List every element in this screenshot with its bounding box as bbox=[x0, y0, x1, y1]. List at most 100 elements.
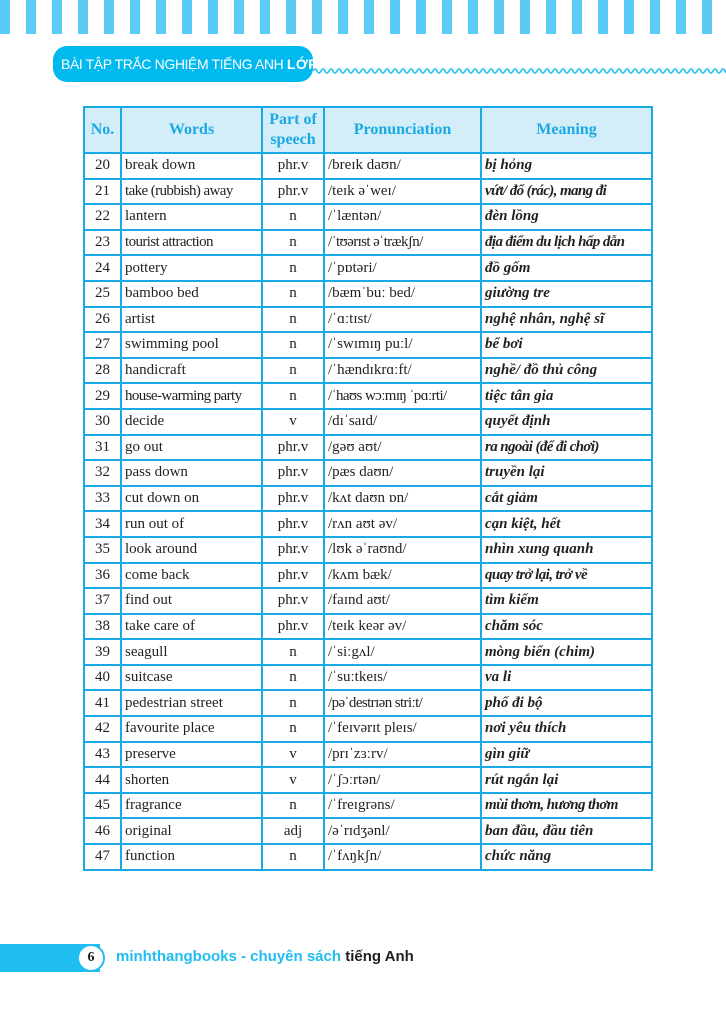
table-row: 37 find out phr.v/faɪnd aʊt/tìm kiếm bbox=[83, 587, 653, 615]
part-of-speech-cell: v bbox=[261, 740, 325, 769]
word-cell: bamboo bed bbox=[120, 279, 263, 308]
row-number-cell: 25 bbox=[83, 279, 122, 308]
row-number-cell: 37 bbox=[83, 587, 122, 615]
row-number-cell: 23 bbox=[83, 228, 122, 257]
meaning-cell: mùi thơm, hương thơm bbox=[480, 791, 653, 820]
meaning-cell: ban đầu, đầu tiên bbox=[480, 817, 653, 846]
column-header-words: Words bbox=[120, 106, 263, 154]
meaning-cell: chăm sóc bbox=[480, 612, 653, 641]
pronunciation-cell: /kʌm bæk/ bbox=[323, 561, 482, 590]
pronunciation-cell: /pəˈdestrɪən striːt/ bbox=[323, 689, 482, 718]
meaning-cell: quay trở lại, trở về bbox=[480, 561, 653, 590]
column-header-no: No. bbox=[83, 106, 122, 154]
meaning-cell: nơi yêu thích bbox=[480, 715, 653, 743]
pronunciation-cell: /faɪnd aʊt/ bbox=[323, 587, 482, 615]
pronunciation-cell: /ˈsuːtkeɪs/ bbox=[323, 663, 482, 692]
table-row: 47 function n/ˈfʌŋkʃn/chức năng bbox=[83, 843, 653, 871]
meaning-cell: ra ngoài (để đi chơi) bbox=[480, 433, 653, 462]
footer-brand-name: minhthangbooks - chuyên sách bbox=[116, 948, 342, 965]
pronunciation-cell: /ˈhændɪkrɑːft/ bbox=[323, 356, 482, 385]
table-row: 24 pottery n/ˈpɒtəri/đồ gốm bbox=[83, 254, 653, 282]
part-of-speech-cell: phr.v bbox=[261, 177, 325, 206]
book-title: BÀI TẬP TRẮC NGHIỆM TIẾNG ANH bbox=[61, 56, 284, 72]
word-cell: handicraft bbox=[120, 356, 263, 385]
word-cell: house-warming party bbox=[120, 382, 263, 410]
word-cell: come back bbox=[120, 561, 263, 590]
word-cell: run out of bbox=[120, 510, 263, 538]
word-cell: suitcase bbox=[120, 663, 263, 692]
row-number-cell: 31 bbox=[83, 433, 122, 462]
pronunciation-cell: /ˈfʌŋkʃn/ bbox=[323, 843, 482, 871]
meaning-cell: vứt/ đổ (rác), mang đi bbox=[480, 177, 653, 206]
table-row: 25 bamboo bed n/bæmˈbuː bed/giường tre bbox=[83, 279, 653, 308]
word-cell: find out bbox=[120, 587, 263, 615]
part-of-speech-cell: phr.v bbox=[261, 484, 325, 513]
part-of-speech-cell: n bbox=[261, 356, 325, 385]
part-of-speech-cell: n bbox=[261, 382, 325, 410]
table-row: 27 swimming pool n/ˈswɪmɪŋ puːl/bể bơi bbox=[83, 331, 653, 359]
pronunciation-cell: /əˈrɪdʒənl/ bbox=[323, 817, 482, 846]
table-header-row: No. Words Part of speech Pronunciation M… bbox=[83, 106, 653, 154]
pronunciation-cell: /ˈpɒtəri/ bbox=[323, 254, 482, 282]
part-of-speech-cell: n bbox=[261, 843, 325, 871]
word-cell: original bbox=[120, 817, 263, 846]
pronunciation-cell: /ˈɑːtɪst/ bbox=[323, 305, 482, 334]
word-cell: take care of bbox=[120, 612, 263, 641]
row-number-cell: 36 bbox=[83, 561, 122, 590]
table-row: 21 take (rubbish) away phr.v/teɪk əˈweɪ/vứ… bbox=[83, 177, 653, 206]
meaning-cell: cắt giảm bbox=[480, 484, 653, 513]
part-of-speech-cell: v bbox=[261, 407, 325, 436]
word-cell: seagull bbox=[120, 638, 263, 666]
row-number-cell: 46 bbox=[83, 817, 122, 846]
part-of-speech-cell: n bbox=[261, 254, 325, 282]
pronunciation-cell: /rʌn aʊt əv/ bbox=[323, 510, 482, 538]
table-row: 29 house-warming party n/ˈhaʊs wɔːmɪŋ ˈpɑː… bbox=[83, 382, 653, 410]
row-number-cell: 33 bbox=[83, 484, 122, 513]
word-cell: favourite place bbox=[120, 715, 263, 743]
word-cell: lantern bbox=[120, 203, 263, 231]
meaning-cell: cạn kiệt, hết bbox=[480, 510, 653, 538]
meaning-cell: truyền lại bbox=[480, 459, 653, 487]
table-row: 45 fragrance n/ˈfreɪgrəns/mùi thơm, hương … bbox=[83, 791, 653, 820]
meaning-cell: tiệc tân gia bbox=[480, 382, 653, 410]
pronunciation-cell: /teɪk keər əv/ bbox=[323, 612, 482, 641]
book-title-banner: BÀI TẬP TRẮC NGHIỆM TIẾNG ANH LỚP 9 TẬP … bbox=[53, 46, 376, 82]
row-number-cell: 28 bbox=[83, 356, 122, 385]
part-of-speech-cell: n bbox=[261, 331, 325, 359]
top-stripes-decoration bbox=[0, 0, 726, 34]
meaning-cell: địa điểm du lịch hấp dẫn bbox=[480, 228, 653, 257]
row-number-cell: 29 bbox=[83, 382, 122, 410]
vocabulary-table: No. Words Part of speech Pronunciation M… bbox=[83, 106, 653, 871]
part-of-speech-cell: phr.v bbox=[261, 152, 325, 180]
part-of-speech-cell: n bbox=[261, 663, 325, 692]
table-row: 22 lantern n/ˈlæntən/đèn lồng bbox=[83, 203, 653, 231]
meaning-cell: giường tre bbox=[480, 279, 653, 308]
part-of-speech-cell: phr.v bbox=[261, 433, 325, 462]
part-of-speech-cell: phr.v bbox=[261, 535, 325, 564]
table-row: 39 seagull n/ˈsiːgʌl/mòng biển (chim) bbox=[83, 638, 653, 666]
row-number-cell: 43 bbox=[83, 740, 122, 769]
table-row: 40 suitcase n/ˈsuːtkeɪs/va li bbox=[83, 663, 653, 692]
part-of-speech-cell: phr.v bbox=[261, 612, 325, 641]
table-row: 33 cut down on phr.v/kʌt daʊn ɒn/cắt giảm bbox=[83, 484, 653, 513]
wavy-line-decoration bbox=[313, 68, 726, 74]
word-cell: pass down bbox=[120, 459, 263, 487]
table-row: 26 artist n/ˈɑːtɪst/nghệ nhân, nghệ sĩ bbox=[83, 305, 653, 334]
row-number-cell: 27 bbox=[83, 331, 122, 359]
word-cell: break down bbox=[120, 152, 263, 180]
part-of-speech-cell: n bbox=[261, 305, 325, 334]
pronunciation-cell: /kʌt daʊn ɒn/ bbox=[323, 484, 482, 513]
page-number: 6 bbox=[77, 944, 105, 972]
column-header-pronunciation: Pronunciation bbox=[323, 106, 482, 154]
meaning-cell: phố đi bộ bbox=[480, 689, 653, 718]
pronunciation-cell: /ˈlæntən/ bbox=[323, 203, 482, 231]
column-header-part-of-speech: Part of speech bbox=[261, 106, 325, 154]
table-row: 32 pass down phr.v/pæs daʊn/truyền lại bbox=[83, 459, 653, 487]
word-cell: artist bbox=[120, 305, 263, 334]
table-row: 34 run out of phr.v/rʌn aʊt əv/cạn kiệt, h… bbox=[83, 510, 653, 538]
table-row: 46 original adj/əˈrɪdʒənl/ban đầu, đầu tiê… bbox=[83, 817, 653, 846]
row-number-cell: 35 bbox=[83, 535, 122, 564]
table-row: 41 pedestrian street n/pəˈdestrɪən striːt/… bbox=[83, 689, 653, 718]
row-number-cell: 47 bbox=[83, 843, 122, 871]
table-row: 38 take care of phr.v/teɪk keər əv/chăm só… bbox=[83, 612, 653, 641]
